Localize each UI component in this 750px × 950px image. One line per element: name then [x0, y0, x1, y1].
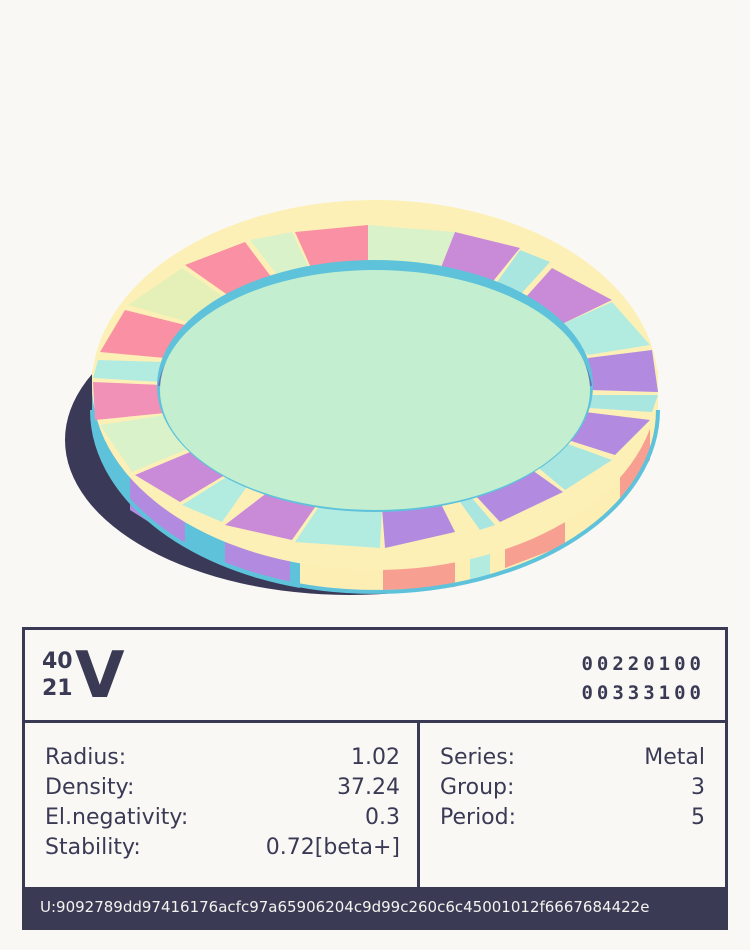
element-ring-illustration	[65, 200, 660, 595]
ring-center	[160, 270, 590, 510]
properties-right: Series: Metal Group: 3 Period: 5	[420, 723, 725, 887]
hash-text: U:9092789dd97416176acfc97a65906204c9d99c…	[40, 898, 650, 916]
group-row: Group: 3	[440, 773, 705, 803]
card-header: 40 21 V 00220100 00333100	[25, 630, 725, 723]
radius-value: 1.02	[351, 745, 400, 770]
series-row: Series: Metal	[440, 743, 705, 773]
period-value: 5	[691, 805, 705, 830]
radius-label: Radius:	[45, 745, 127, 770]
density-label: Density:	[45, 775, 135, 800]
period-label: Period:	[440, 805, 517, 830]
code-line-1: 00220100	[581, 653, 705, 675]
element-info-card: 40 21 V 00220100 00333100 Radius: 1.02 D…	[22, 627, 728, 930]
stability-label: Stability:	[45, 835, 141, 860]
radius-row: Radius: 1.02	[45, 743, 400, 773]
density-value: 37.24	[337, 775, 400, 800]
group-label: Group:	[440, 775, 515, 800]
series-value: Metal	[644, 745, 705, 770]
element-symbol: V	[75, 639, 125, 713]
hash-footer: U:9092789dd97416176acfc97a65906204c9d99c…	[25, 887, 725, 927]
code-line-2: 00333100	[581, 682, 705, 704]
electronegativity-row: El.negativity: 0.3	[45, 803, 400, 833]
atomic-number: 21	[42, 676, 73, 701]
group-value: 3	[691, 775, 705, 800]
properties-left: Radius: 1.02 Density: 37.24 El.negativit…	[25, 723, 420, 887]
series-label: Series:	[440, 745, 516, 770]
period-row: Period: 5	[440, 803, 705, 833]
density-row: Density: 37.24	[45, 773, 400, 803]
mass-number: 40	[42, 649, 73, 674]
electronegativity-label: El.negativity:	[45, 805, 189, 830]
stability-row: Stability: 0.72[beta+]	[45, 833, 400, 863]
stability-value: 0.72[beta+]	[265, 835, 400, 860]
electronegativity-value: 0.3	[365, 805, 400, 830]
